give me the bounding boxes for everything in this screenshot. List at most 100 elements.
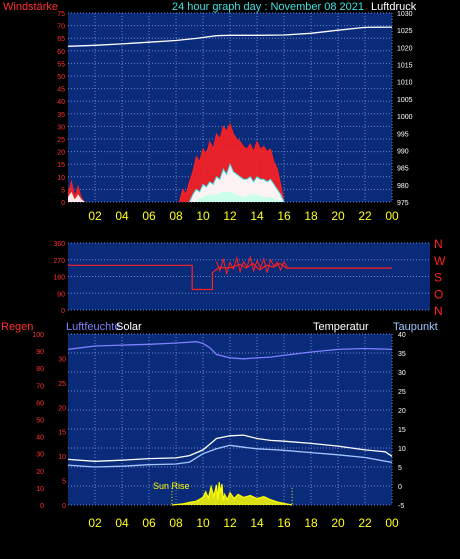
temperature-y-tick: 0 (398, 484, 402, 491)
pressure-y-tick: 995 (397, 131, 409, 138)
direction-y-tick: 90 (57, 291, 65, 298)
pressure-line (67, 26, 393, 47)
climate-x-tick: 08 (169, 516, 183, 530)
wind-y-tick: 50 (57, 74, 65, 81)
climate-x-tick: 02 (88, 516, 102, 530)
wind-speed-area-morning (68, 191, 85, 202)
direction-y-tick: 360 (53, 241, 65, 248)
climate-x-tick: 12 (223, 516, 237, 530)
temperature-y-tick: 30 (398, 370, 406, 377)
humidity-axis-title: Luftfeuchte (66, 321, 120, 333)
humidity-y-tick: 60 (36, 400, 44, 407)
solar-label: Solar (116, 321, 142, 333)
temperature-y-tick: 20 (398, 408, 406, 415)
humidity-y-tick: 70 (36, 383, 44, 390)
wind-y-tick: 40 (57, 99, 65, 106)
temperature-y-tick: -5 (398, 503, 404, 510)
wind-average-area (196, 191, 284, 202)
wind-x-tick: 10 (196, 209, 210, 223)
dewpoint-line (67, 444, 393, 468)
pressure-y-tick: 1030 (397, 11, 413, 18)
pressure-y-tick: 980 (397, 183, 409, 190)
sunrise-annotation: Sun Rise (153, 481, 190, 491)
wind-x-tick: 20 (331, 209, 345, 223)
climate-x-tick: 18 (304, 516, 318, 530)
wind-x-tick: 04 (115, 209, 129, 223)
humidity-y-tick: 100 (32, 332, 44, 339)
chart-title: 24 hour graph day : November 08 2021 (172, 1, 364, 13)
temperature-y-tick: 10 (398, 446, 406, 453)
rain-y-tick: 25 (58, 381, 66, 388)
humidity-y-tick: 20 (36, 469, 44, 476)
rain-y-tick: 10 (58, 454, 66, 461)
climate-x-tick: 10 (196, 516, 210, 530)
wind-y-tick: 60 (57, 49, 65, 56)
direction-compass-label: W (434, 254, 446, 268)
wind-x-tick: 22 (358, 209, 372, 223)
solar-area (171, 482, 293, 505)
wind-y-tick: 5 (61, 187, 65, 194)
rain-axis-title: Regen (1, 321, 33, 333)
climate-x-tick: 20 (331, 516, 345, 530)
rain-y-tick: 30 (58, 356, 66, 363)
dewpoint-axis-title: Taupunkt (393, 321, 438, 333)
climate-x-tick: 14 (250, 516, 264, 530)
climate-x-tick: 04 (115, 516, 129, 530)
direction-line (67, 262, 392, 291)
humidity-y-tick: 0 (40, 503, 44, 510)
climate-x-tick: 16 (277, 516, 291, 530)
pressure-y-tick: 1010 (397, 80, 413, 87)
wind-y-tick: 20 (57, 150, 65, 157)
direction-y-tick: 0 (61, 308, 65, 315)
wind-y-tick: 30 (57, 124, 65, 131)
pressure-y-tick: 1005 (397, 97, 413, 104)
climate-plot-area (68, 334, 392, 505)
wind-x-tick: 02 (88, 209, 102, 223)
climate-x-tick: 22 (358, 516, 372, 530)
humidity-y-tick: 80 (36, 366, 44, 373)
wind-speed-line (189, 162, 285, 203)
temperature-y-tick: 15 (398, 427, 406, 434)
wind-x-tick: 14 (250, 209, 264, 223)
humidity-y-tick: 30 (36, 452, 44, 459)
wind-speed-axis-title: Windstärke (3, 1, 58, 13)
climate-x-tick: 00 (385, 516, 399, 530)
wind-y-tick: 55 (57, 61, 65, 68)
direction-y-tick: 270 (53, 258, 65, 265)
direction-scatter-line (216, 255, 288, 276)
wind-x-tick: 06 (142, 209, 156, 223)
direction-y-tick: 180 (53, 275, 65, 282)
humidity-y-tick: 50 (36, 418, 44, 425)
pressure-y-tick: 990 (397, 148, 409, 155)
wind-y-tick: 65 (57, 36, 65, 43)
rain-y-tick: 5 (62, 479, 66, 486)
rain-y-tick: 20 (58, 405, 66, 412)
humidity-line (67, 341, 393, 360)
direction-compass-label: O (434, 287, 443, 301)
pressure-y-tick: 1020 (397, 45, 413, 52)
wind-x-tick: 00 (385, 209, 399, 223)
temperature-y-tick: 35 (398, 351, 406, 358)
wind-x-tick: 16 (277, 209, 291, 223)
temperature-axis-title: Temperatur (313, 321, 369, 333)
rain-y-tick: 0 (62, 503, 66, 510)
pressure-y-tick: 1015 (397, 63, 413, 70)
climate-x-tick: 06 (142, 516, 156, 530)
pressure-y-tick: 1025 (397, 28, 413, 35)
humidity-y-tick: 90 (36, 349, 44, 356)
wind-y-tick: 45 (57, 87, 65, 94)
rain-y-tick: 15 (58, 430, 66, 437)
temperature-y-tick: 5 (398, 465, 402, 472)
direction-compass-label: S (434, 271, 442, 285)
wind-y-tick: 75 (57, 11, 65, 18)
direction-compass-label: N (434, 304, 443, 318)
wind-y-tick: 10 (57, 175, 65, 182)
pressure-y-tick: 975 (397, 200, 409, 207)
temperature-y-tick: 25 (398, 389, 406, 396)
pressure-y-tick: 985 (397, 166, 409, 173)
humidity-y-tick: 40 (36, 435, 44, 442)
wind-y-tick: 35 (57, 112, 65, 119)
wind-speed-area (189, 164, 284, 202)
